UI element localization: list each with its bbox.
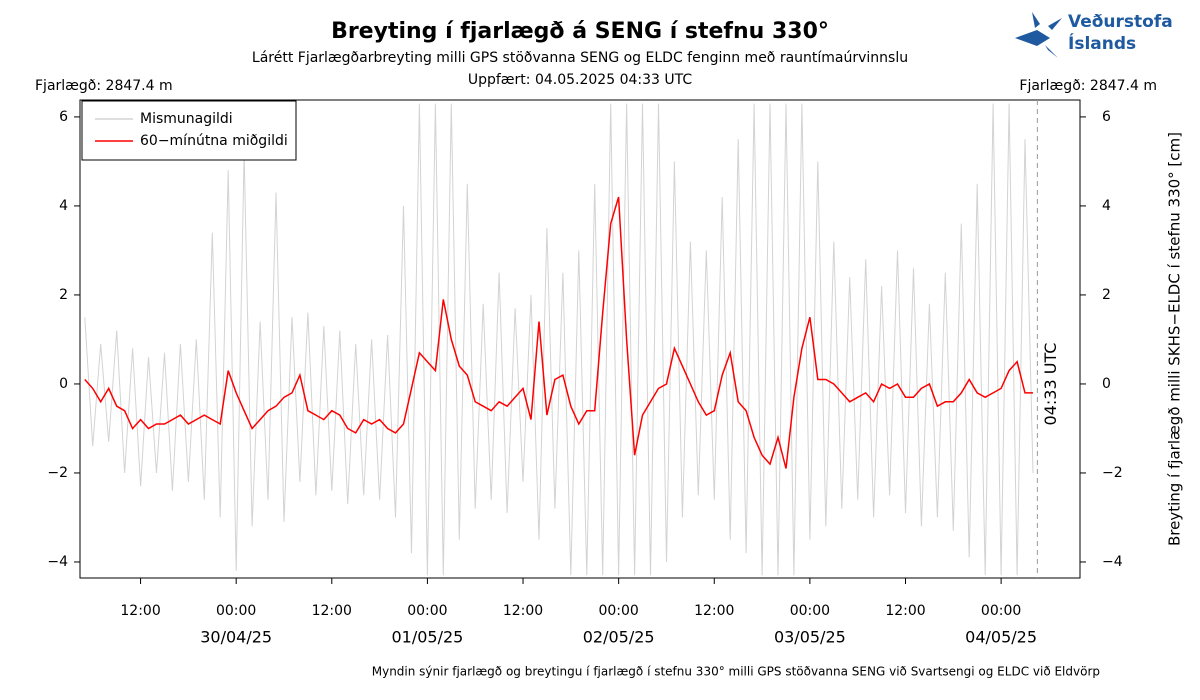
y2-tick-label: −4 xyxy=(1102,554,1123,570)
y2-tick-label: 6 xyxy=(1102,109,1111,125)
y2-tick-label: 2 xyxy=(1102,287,1111,303)
x-tick-label: 12:00 xyxy=(312,603,352,619)
logo: Veðurstofa Íslands xyxy=(1015,12,1173,58)
y-tick-label: −4 xyxy=(47,554,68,570)
legend-box xyxy=(81,100,297,161)
chart-title: Breyting í fjarlægð á SENG í stefnu 330° xyxy=(331,19,829,44)
date-label: 03/05/25 xyxy=(774,628,846,647)
x-tick-label: 12:00 xyxy=(694,603,734,619)
plot-area xyxy=(84,103,1034,576)
date-label: 30/04/25 xyxy=(200,628,272,647)
series-line xyxy=(84,103,1034,576)
logo-icon xyxy=(1032,12,1062,58)
x-tick-label: 00:00 xyxy=(216,603,256,619)
distance-left: Fjarlægð: 2847.4 m xyxy=(35,78,173,94)
date-label: 02/05/25 xyxy=(583,628,655,647)
x-tick-label: 00:00 xyxy=(407,603,447,619)
legend-label: 60−mínútna miðgildi xyxy=(140,133,288,149)
date-label: 04/05/25 xyxy=(965,628,1037,647)
date-label: 01/05/25 xyxy=(391,628,463,647)
y2-tick-label: 4 xyxy=(1102,198,1111,214)
plot-frame xyxy=(79,99,1081,579)
subtitle: Lárétt Fjarlægðarbreyting milli GPS stöð… xyxy=(252,50,908,66)
x-tick-label: 12:00 xyxy=(885,603,925,619)
y-axis-label: Breyting í fjarlægð milli SKHS−ELDC í st… xyxy=(1166,132,1184,546)
distance-right: Fjarlægð: 2847.4 m xyxy=(1019,78,1157,94)
y-tick-label: 0 xyxy=(59,376,68,392)
y-tick-label: 6 xyxy=(59,109,68,125)
logo-text: Veðurstofa xyxy=(1068,12,1173,32)
series-line xyxy=(84,196,1033,469)
footnote: Myndin sýnir fjarlægð og breytingu í fja… xyxy=(372,665,1100,679)
y-tick-label: 2 xyxy=(59,287,68,303)
y2-tick-label: 0 xyxy=(1102,376,1111,392)
y2-tick-label: −2 xyxy=(1102,465,1123,481)
x-tick-label: 00:00 xyxy=(598,603,638,619)
logo-text: Íslands xyxy=(1068,32,1136,54)
logo-icon xyxy=(1015,30,1050,46)
y-tick-label: −2 xyxy=(47,465,68,481)
x-tick-label: 00:00 xyxy=(981,603,1021,619)
x-tick-label: 00:00 xyxy=(790,603,830,619)
x-tick-label: 12:00 xyxy=(120,603,160,619)
now-label: 04:33 UTC xyxy=(1041,343,1060,426)
legend-label: Mismunagildi xyxy=(140,111,233,127)
x-tick-label: 12:00 xyxy=(503,603,543,619)
updated: Uppfært: 04.05.2025 04:33 UTC xyxy=(468,72,692,88)
y-tick-label: 4 xyxy=(59,198,68,214)
